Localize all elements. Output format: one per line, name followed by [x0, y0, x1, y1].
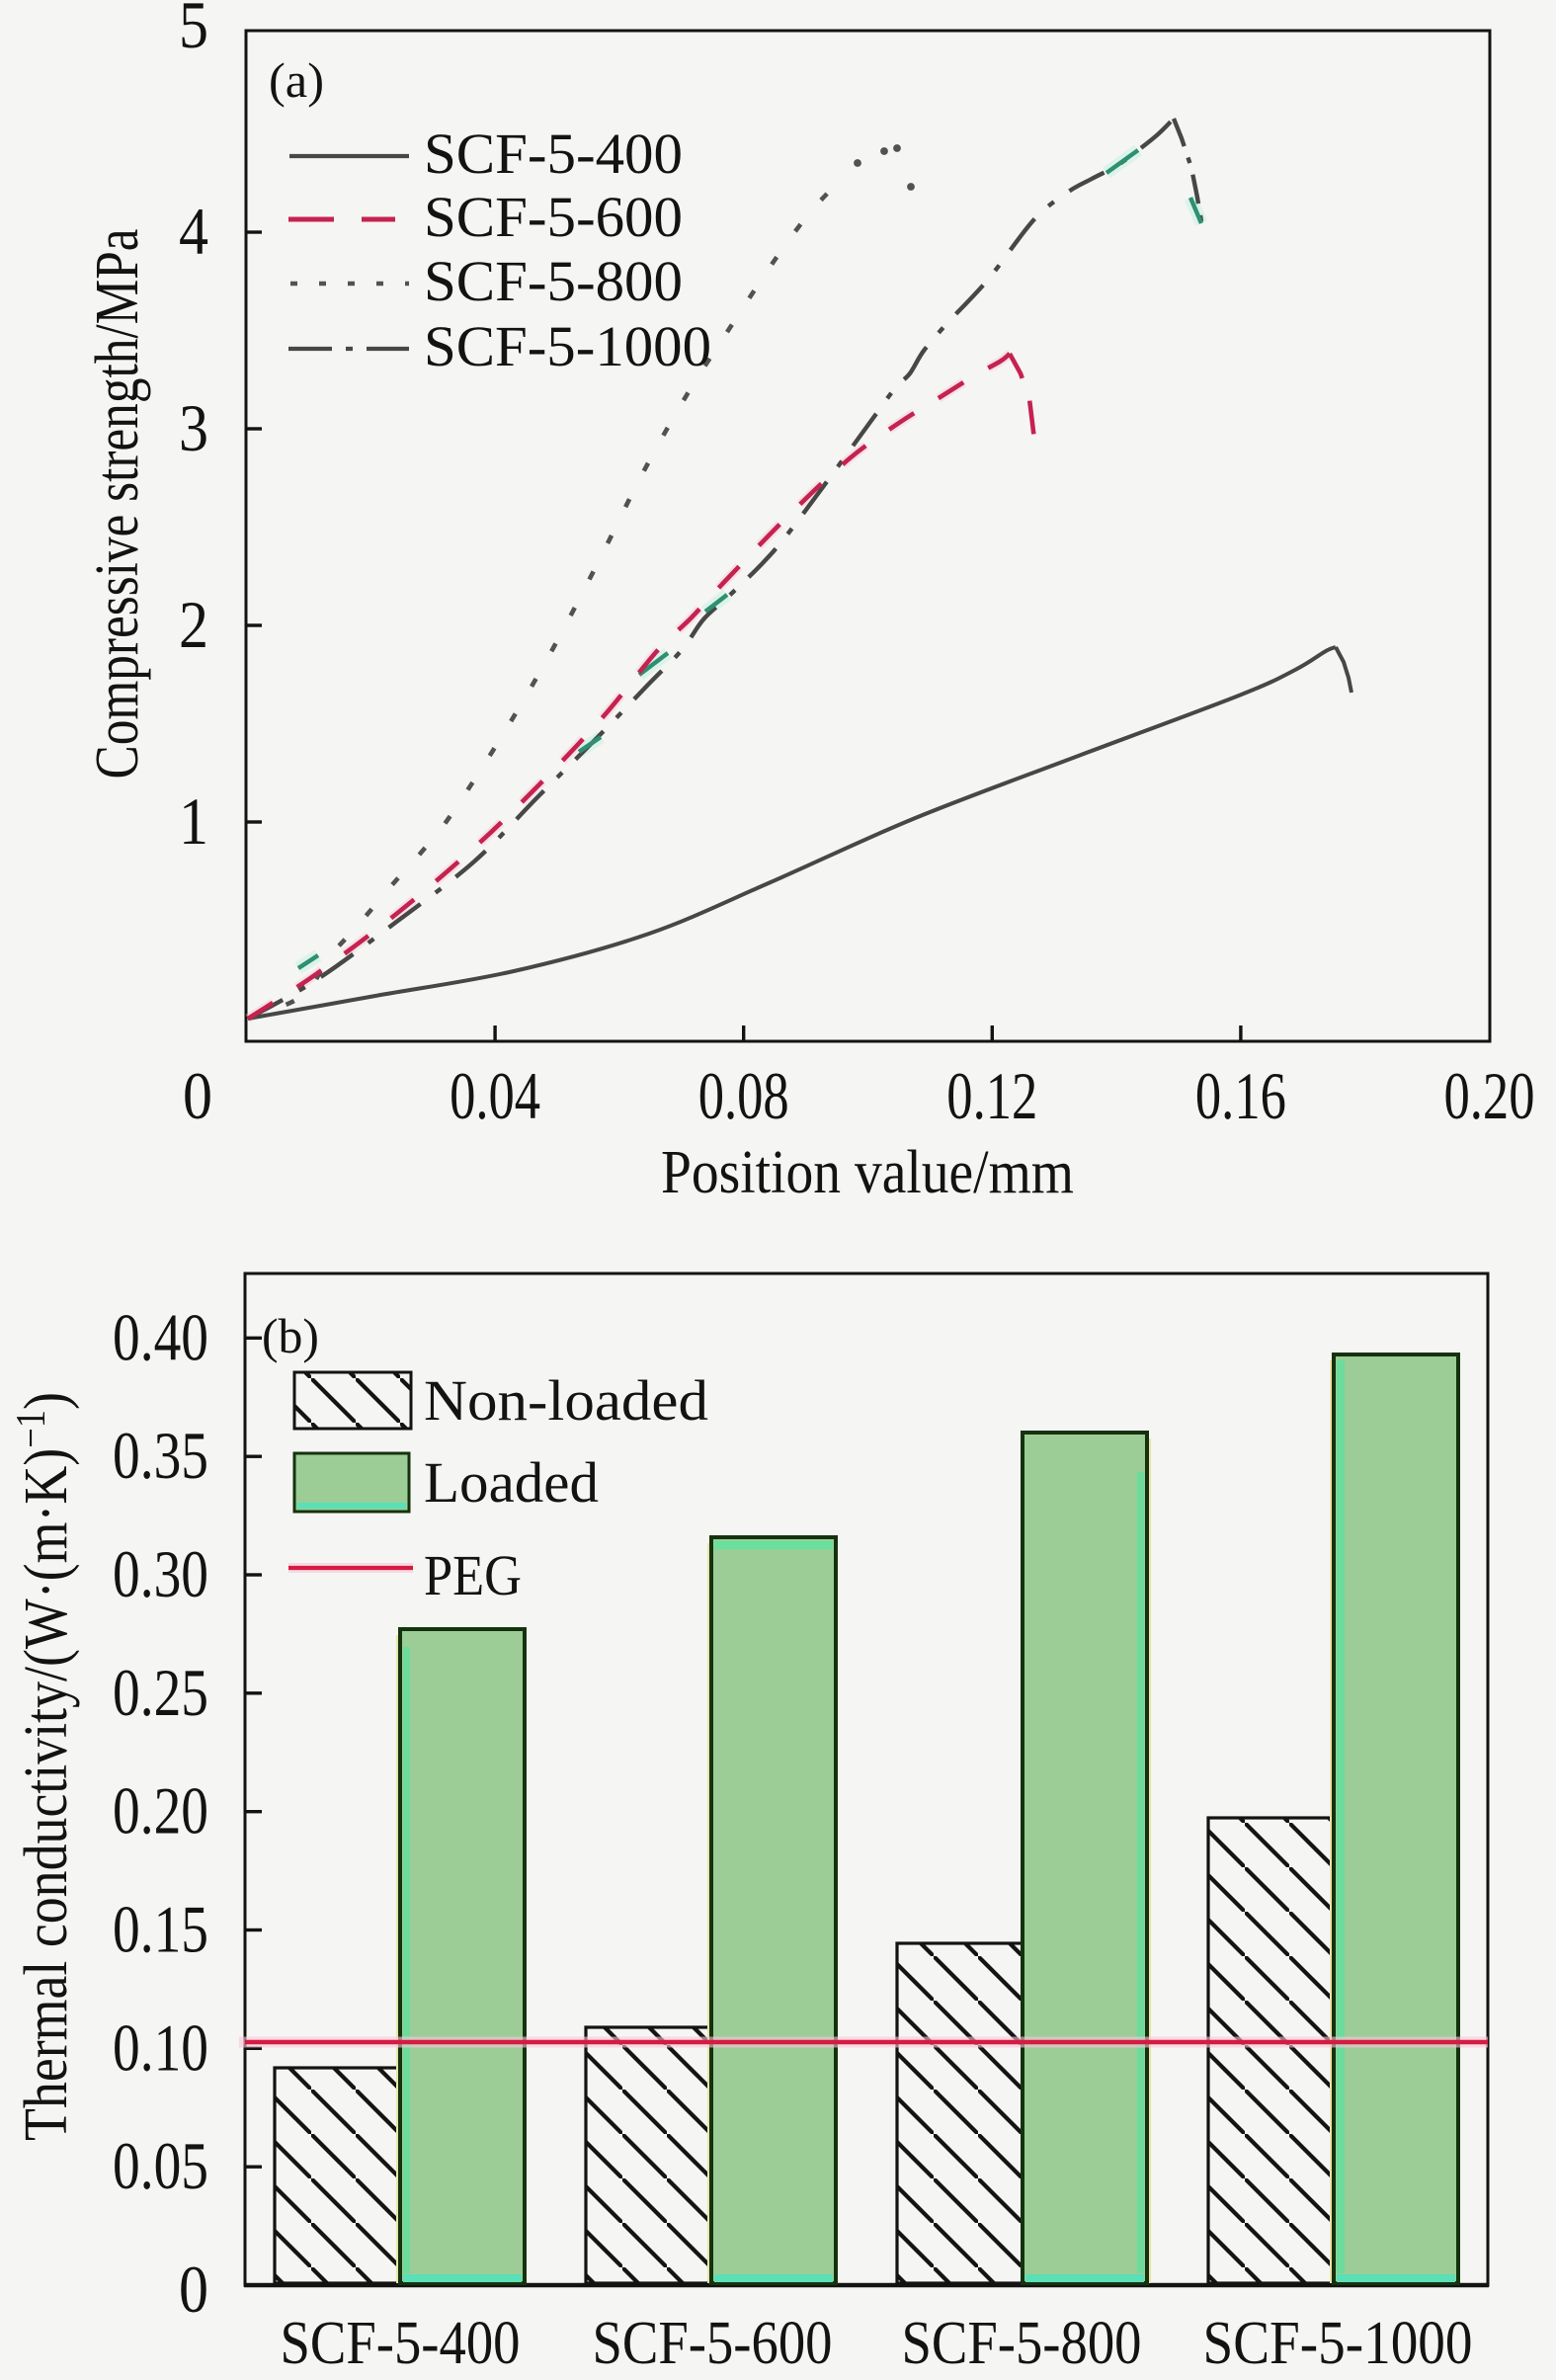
svg-text:0.20: 0.20: [1444, 1058, 1535, 1133]
svg-text:SCF-5-600: SCF-5-600: [424, 185, 683, 249]
svg-text:0: 0: [179, 2252, 208, 2327]
svg-text:SCF-5-400: SCF-5-400: [424, 122, 683, 186]
svg-text:SCF-5-1000: SCF-5-1000: [424, 314, 711, 378]
svg-text:2: 2: [179, 587, 208, 662]
svg-text:0.10: 0.10: [113, 2010, 208, 2085]
svg-text:1: 1: [179, 783, 208, 859]
svg-text:Position value/mm: Position value/mm: [661, 1139, 1074, 1206]
svg-text:Non-loaded: Non-loaded: [424, 1368, 708, 1433]
svg-text:0.15: 0.15: [113, 1891, 208, 1966]
svg-text:0.04: 0.04: [450, 1058, 540, 1133]
svg-text:4: 4: [179, 194, 208, 269]
svg-text:0.05: 0.05: [113, 2128, 208, 2203]
svg-text:(b): (b): [262, 1308, 319, 1363]
svg-text:SCF-5-1000: SCF-5-1000: [1203, 2310, 1473, 2377]
svg-text:3: 3: [179, 390, 208, 465]
svg-text:PEG: PEG: [424, 1543, 522, 1607]
svg-text:Thermal conductivity/(W·(m·K)−: Thermal conductivity/(W·(m·K)−1): [9, 1392, 80, 2141]
svg-text:5: 5: [179, 0, 208, 62]
svg-text:Loaded: Loaded: [424, 1450, 599, 1515]
svg-text:0.35: 0.35: [113, 1418, 208, 1493]
svg-text:SCF-5-400: SCF-5-400: [281, 2310, 521, 2377]
svg-text:0.30: 0.30: [113, 1536, 208, 1611]
svg-text:0.25: 0.25: [113, 1655, 208, 1730]
svg-text:0.12: 0.12: [946, 1058, 1037, 1133]
svg-text:(a): (a): [269, 52, 324, 108]
svg-text:SCF-5-600: SCF-5-600: [593, 2310, 833, 2377]
svg-text:SCF-5-800: SCF-5-800: [424, 249, 683, 313]
svg-text:0: 0: [183, 1058, 212, 1133]
svg-text:0.08: 0.08: [698, 1058, 789, 1133]
svg-text:Compressive strength/MPa: Compressive strength/MPa: [84, 229, 151, 780]
svg-text:0.40: 0.40: [113, 1299, 208, 1374]
svg-text:SCF-5-800: SCF-5-800: [902, 2310, 1142, 2377]
svg-text:0.20: 0.20: [113, 1773, 208, 1848]
svg-text:0.16: 0.16: [1195, 1058, 1286, 1133]
